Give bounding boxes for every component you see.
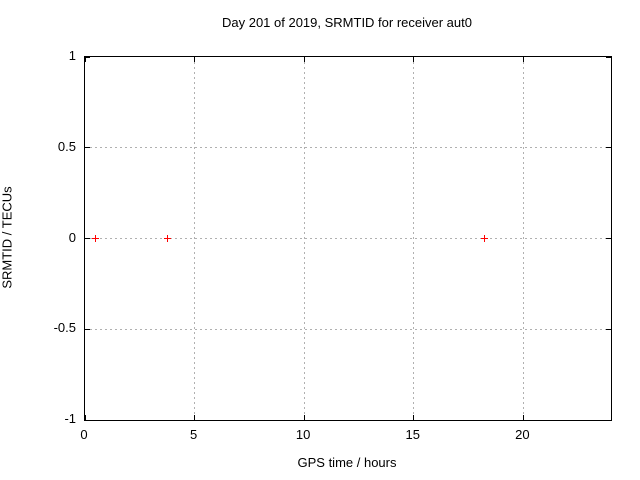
x-tick-top (413, 57, 415, 62)
y-tick-left (85, 419, 90, 421)
x-tick-label: 20 (515, 427, 530, 442)
x-axis-label: GPS time / hours (297, 455, 397, 470)
plot-area (84, 56, 612, 421)
y-tick-label: 1 (68, 48, 76, 63)
gridline-horizontal (85, 328, 611, 330)
gridline-horizontal (85, 238, 611, 239)
x-tick-top (84, 57, 86, 62)
y-tick-right (606, 238, 611, 239)
y-tick-right (606, 419, 611, 421)
x-tick-label: 5 (189, 427, 198, 442)
y-tick-label: 0 (68, 229, 76, 245)
y-tick-left (85, 328, 90, 330)
x-tick-bottom (303, 415, 305, 420)
y-tick-right (606, 328, 611, 330)
y-tick-label: 0.5 (57, 138, 76, 154)
x-tick-label: 15 (405, 427, 420, 442)
x-tick-top (303, 57, 305, 62)
y-tick-label: -1 (64, 411, 76, 426)
data-point-marker (92, 235, 100, 242)
x-tick-top (522, 57, 524, 62)
x-tick-bottom (522, 415, 524, 420)
data-point-marker (163, 235, 171, 242)
y-tick-label: -0.5 (53, 320, 76, 336)
x-tick-bottom (84, 415, 86, 420)
y-tick-left (85, 238, 90, 239)
y-tick-left (85, 56, 90, 58)
data-point-marker (481, 235, 489, 242)
chart-title: Day 201 of 2019, SRMTID for receiver aut… (221, 15, 472, 30)
gridline-horizontal (85, 147, 611, 149)
y-tick-left (85, 147, 90, 149)
y-tick-right (606, 56, 611, 58)
y-axis-label: SRMTID / TECUs (0, 186, 15, 289)
x-tick-bottom (413, 415, 415, 420)
x-tick-label: 10 (295, 427, 311, 442)
x-tick-top (194, 57, 196, 62)
y-tick-right (606, 147, 611, 149)
x-tick-label: 0 (80, 427, 88, 442)
x-tick-bottom (194, 415, 196, 420)
